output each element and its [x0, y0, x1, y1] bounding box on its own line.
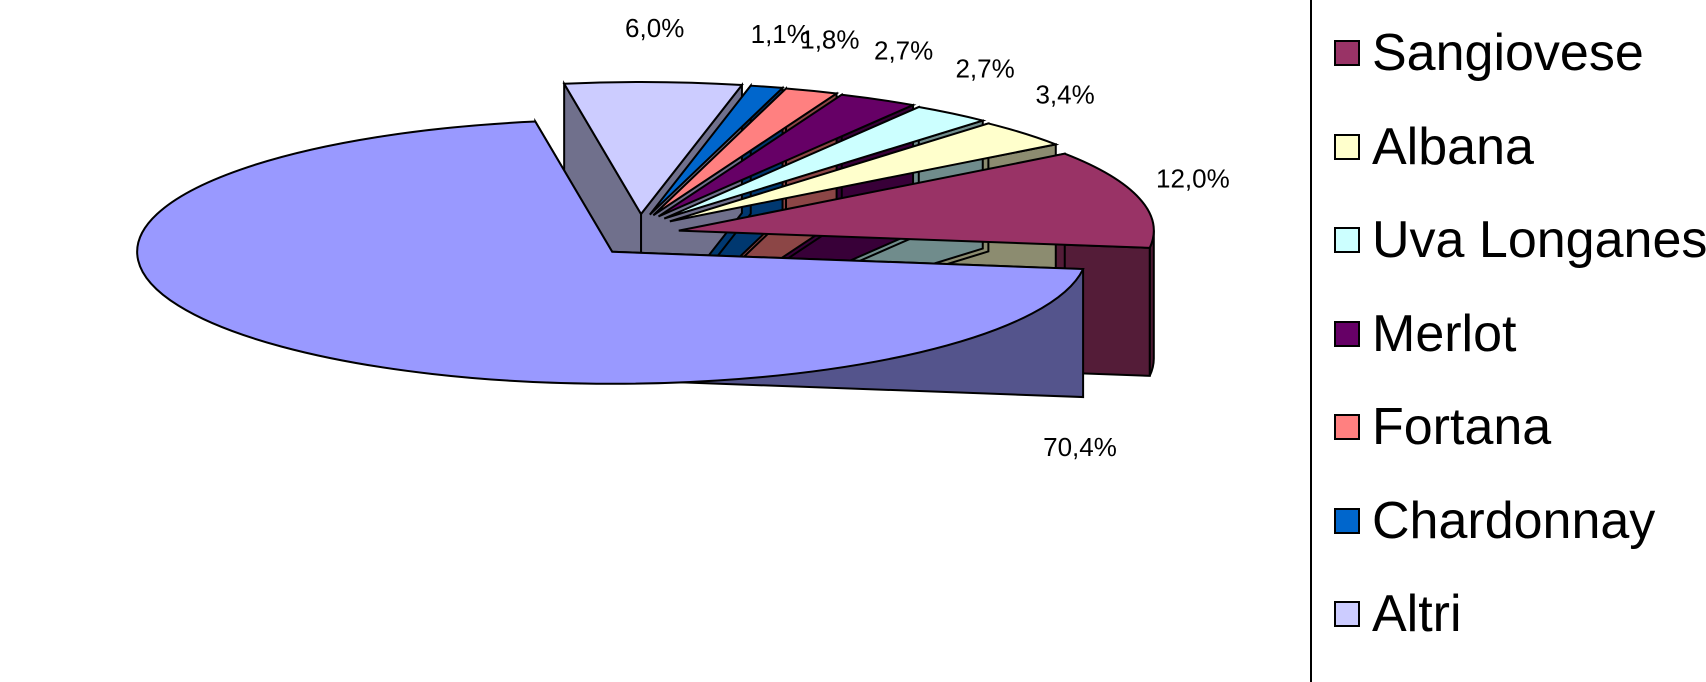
chart-legend: Sangiovese Albana Uva Longanesi Merlot Forta…	[1310, 0, 1706, 682]
legend-label-altri: Altri	[1372, 585, 1462, 643]
legend-label-merlot: Merlot	[1372, 304, 1517, 363]
slice-sangiovese	[678, 152, 1155, 249]
data-label-sangiovese: 12,0%	[1156, 164, 1230, 194]
legend-swatch-uva-longanesi	[1334, 227, 1360, 253]
legend-swatch-altri	[1334, 601, 1360, 627]
data-label-fortana: 1,8%	[800, 24, 859, 54]
data-label-chardonnay: 1,1%	[751, 19, 810, 49]
data-label-uva-longanesi: 2,7%	[955, 54, 1014, 84]
legend-item-albana: Albana	[1334, 117, 1534, 176]
data-label-main: 70,4%	[1043, 432, 1117, 462]
slice-fortana	[652, 87, 840, 217]
legend-border	[1310, 0, 1312, 682]
legend-label-uva-longanesi: Uva Longanesi	[1372, 211, 1706, 269]
legend-item-merlot: Merlot	[1334, 304, 1517, 363]
legend-item-altri: Altri	[1334, 585, 1462, 643]
slice-merlot	[657, 93, 917, 218]
legend-item-chardonnay: Chardonnay	[1334, 491, 1656, 550]
legend-swatch-sangiovese	[1334, 40, 1360, 66]
legend-swatch-merlot	[1334, 320, 1360, 347]
data-label-altri: 6,0%	[625, 13, 684, 43]
legend-item-fortana: Fortana	[1334, 398, 1552, 456]
slice-main	[136, 120, 1085, 385]
legend-label-albana: Albana	[1372, 117, 1534, 176]
legend-swatch-chardonnay	[1334, 507, 1360, 534]
legend-item-sangiovese: Sangiovese	[1334, 24, 1644, 82]
legend-label-chardonnay: Chardonnay	[1372, 491, 1656, 550]
slice-albana	[669, 122, 1060, 223]
slice-altri	[562, 81, 744, 216]
slice-uva-longanesi	[663, 106, 987, 220]
pie-chart: 12,0% 3,4% 2,7% 2,7% 1,8%1,1% 6,0% 70,4%	[136, 13, 1230, 462]
legend-swatch-fortana	[1334, 414, 1360, 440]
data-label-merlot: 2,7%	[874, 36, 933, 66]
legend-swatch-albana	[1334, 133, 1360, 160]
slice-chardonnay	[649, 84, 785, 216]
data-label-albana: 3,4%	[1035, 79, 1094, 109]
legend-label-sangiovese: Sangiovese	[1372, 24, 1644, 82]
legend-item-uva-longanesi: Uva Longanesi	[1334, 211, 1706, 269]
legend-label-fortana: Fortana	[1372, 398, 1552, 456]
